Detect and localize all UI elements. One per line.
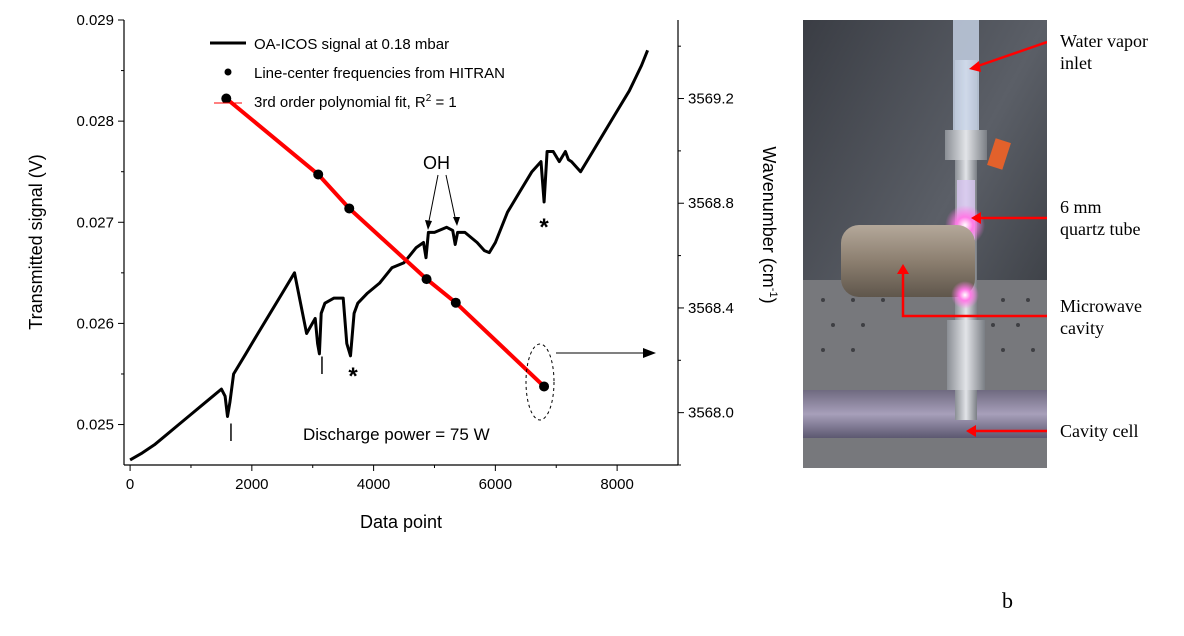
hitran-point: [450, 297, 461, 308]
oh-label: OH: [423, 153, 450, 173]
photo-label-cavity-cell-line1: Cavity cell: [1060, 421, 1139, 441]
x-tick-label: 2000: [235, 476, 268, 493]
legend-swatch-hitran: [224, 68, 232, 76]
arrowhead-cavity-cell: [966, 425, 976, 437]
photo-label-cavity-cell: Cavity cell: [1060, 420, 1138, 442]
y-left-tick-label: 0.028: [76, 113, 114, 130]
photo-label-microwave-cavity-line1: Microwave: [1060, 296, 1142, 316]
hitran-point: [313, 169, 324, 180]
y-right-label-end: ): [759, 298, 779, 304]
y-right-ticks: 3568.0 3568.4 3568.8 3569.2: [678, 45, 734, 466]
photo-label-microwave-cavity: Microwave cavity: [1060, 295, 1142, 339]
top-fitting: [945, 130, 987, 160]
legend-label-fit-sup: 2: [426, 93, 432, 104]
y-right-axis-label: Wavenumber (cm-1): [759, 146, 779, 303]
y-left-axis-label: Transmitted signal (V): [26, 154, 46, 329]
y-left-tick-label: 0.026: [76, 315, 114, 332]
x-tick-label: 6000: [479, 476, 512, 493]
oh-arrow-left: [427, 174, 439, 227]
arrow-microwave-cavity: [901, 270, 1047, 318]
photo-label-quartz-tube-line1: 6 mm: [1060, 197, 1102, 217]
y-right-tick-label: 3569.2: [688, 91, 734, 108]
x-ticks: 0 2000 4000 6000 8000: [126, 465, 634, 493]
highlight-ellipse: [525, 343, 555, 421]
table-holes: [821, 298, 1035, 352]
series-line-polynomial-fit: [225, 96, 546, 388]
y-left-ticks: 0.025 0.026 0.027 0.028 0.029: [76, 12, 124, 434]
y-left-tick-label: 0.027: [76, 214, 114, 231]
legend-label-hitran: Line-center frequencies from HITRAN: [254, 65, 505, 82]
photo-arrows: [897, 40, 1047, 437]
photo-label-quartz-tube-line2: quartz tube: [1060, 219, 1141, 239]
oh-arrowhead-right: [453, 217, 460, 226]
y-right-tick-label: 3568.8: [688, 195, 734, 212]
y-right-label-main: Wavenumber (cm: [759, 146, 779, 287]
series-line-oa-icos: [129, 49, 649, 462]
panel-label-b: b: [1002, 588, 1013, 613]
microwave-cavity: [841, 225, 975, 297]
photo-label-water-vapor-line1: Water vapor: [1060, 31, 1149, 51]
signal-chart: 0 2000 4000 6000 8000 0.0250.0260.0270.0280.…: [26, 12, 779, 532]
y-left-tick-label: 0.025: [76, 417, 114, 434]
y-left-tick-label: 0.029: [76, 12, 114, 29]
legend-label-fit-main: 3rd order polynomial fit, R: [254, 94, 426, 111]
oh-arrowhead-left: [425, 220, 432, 230]
hitran-point: [421, 274, 432, 285]
legend-label-fit: 3rd order polynomial fit, R2 = 1: [254, 93, 457, 111]
y-right-label-sup: -1: [767, 288, 779, 298]
x-tick-label: 8000: [600, 476, 633, 493]
legend-label-signal: OA-ICOS signal at 0.18 mbar: [254, 36, 449, 53]
y-right-tick-label: 3568.0: [688, 405, 734, 422]
optical-table: [803, 280, 1047, 468]
legend: OA-ICOS signal at 0.18 mbar Line-center …: [210, 36, 505, 111]
bar-marker-1: |: [229, 421, 234, 441]
arrow-water-vapor: [974, 40, 1047, 69]
x-axis-label: Data point: [360, 512, 442, 532]
right-axis-arrowhead: [643, 348, 656, 358]
plasma-glow-bottom: [951, 281, 979, 309]
arrowhead-quartz-tube: [971, 212, 981, 224]
hitran-point: [344, 203, 355, 214]
hitran-point: [221, 93, 232, 104]
hitran-points: [221, 93, 550, 392]
x-tick-label: 4000: [357, 476, 390, 493]
star-marker-1: *: [348, 363, 358, 390]
star-marker-2: *: [539, 214, 549, 241]
lower-fitting: [947, 320, 985, 390]
arrowhead-water-vapor: [969, 61, 981, 72]
photo-label-water-vapor-line2: inlet: [1060, 53, 1092, 73]
photo-label-quartz-tube: 6 mm quartz tube: [1060, 196, 1140, 240]
apparatus-photo: [803, 20, 1047, 468]
top-inlet-tube: [953, 20, 979, 130]
discharge-label: Discharge power = 75 W: [303, 425, 490, 444]
oh-arrow-right: [445, 174, 457, 223]
orange-tag: [987, 138, 1011, 170]
photo-label-microwave-cavity-line2: cavity: [1060, 318, 1104, 338]
y-right-tick-label: 3568.4: [688, 300, 734, 317]
x-tick-label: 0: [126, 476, 134, 493]
legend-label-fit-end: = 1: [431, 94, 456, 111]
arrowhead-microwave-cavity: [897, 264, 909, 274]
bar-marker-2: |: [320, 354, 325, 374]
hitran-point: [539, 381, 550, 392]
photo-label-water-vapor: Water vapor inlet: [1060, 30, 1148, 74]
